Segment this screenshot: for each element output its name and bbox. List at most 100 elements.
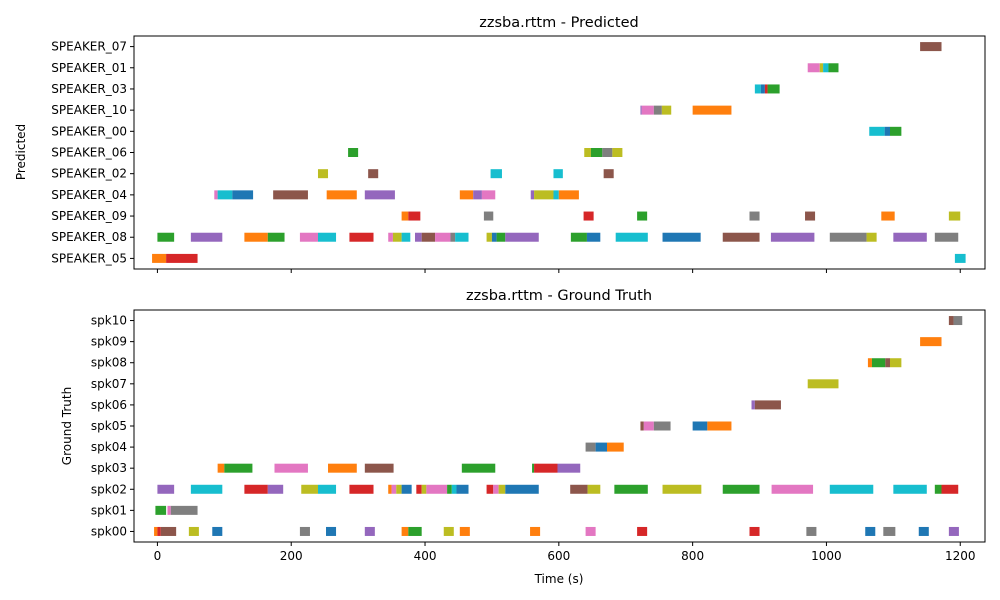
speaker-segment: [244, 232, 268, 242]
speaker-segment: [349, 484, 374, 494]
y-tick-label: SPEAKER_01: [51, 61, 127, 75]
speaker-segment: [490, 169, 502, 179]
speaker-segment: [570, 484, 588, 494]
x-tick-label: 1000: [811, 549, 842, 563]
ground-truth-title: zzsba.rttm - Ground Truth: [466, 288, 652, 304]
speaker-segment: [217, 463, 225, 473]
speaker-segment: [954, 253, 966, 263]
speaker-segment: [326, 526, 337, 536]
speaker-segment: [918, 526, 929, 536]
y-tick-label: spk04: [91, 440, 127, 454]
speaker-segment: [707, 421, 732, 431]
speaker-segment: [459, 190, 474, 200]
speaker-segment: [953, 316, 963, 326]
y-tick-label: SPEAKER_08: [51, 230, 127, 244]
y-tick-label: SPEAKER_10: [51, 103, 127, 117]
speaker-segment: [637, 211, 648, 221]
speaker-segment: [157, 526, 161, 536]
speaker-segment: [170, 505, 198, 515]
ground-truth-x-ticks: 0 200 400 600 800 1000 1200: [154, 542, 976, 563]
y-tick-label: spk09: [91, 335, 127, 349]
speaker-segment: [461, 463, 496, 473]
speaker-segment: [299, 526, 310, 536]
predicted-plot-frame: [133, 35, 986, 270]
speaker-segment: [805, 211, 816, 221]
speaker-segment: [751, 400, 755, 410]
speaker-segment: [754, 400, 781, 410]
y-tick-label: SPEAKER_05: [51, 251, 127, 265]
x-tick-label: 1200: [945, 549, 976, 563]
speaker-segment: [637, 526, 648, 536]
speaker-segment: [819, 63, 824, 73]
speaker-segment: [426, 484, 448, 494]
speaker-segment: [392, 232, 402, 242]
speaker-segment: [614, 484, 648, 494]
speaker-segment: [401, 211, 409, 221]
speaker-segment: [603, 169, 614, 179]
speaker-segment: [640, 105, 642, 115]
speaker-segment: [764, 84, 768, 94]
predicted-segments: [152, 42, 966, 263]
ground-truth-panel: zzsba.rttm - Ground Truth Ground Truth T…: [60, 288, 986, 586]
speaker-segment: [224, 463, 253, 473]
speaker-segment: [317, 484, 337, 494]
speaker-segment: [190, 232, 223, 242]
speaker-segment: [553, 169, 563, 179]
speaker-segment: [807, 379, 839, 389]
y-tick-label: SPEAKER_09: [51, 209, 127, 223]
predicted-row-labels: SPEAKER_07 SPEAKER_01 SPEAKER_03 SPEAKER_10…: [51, 40, 134, 265]
speaker-segment: [530, 190, 535, 200]
speaker-segment: [889, 358, 902, 368]
speaker-segment: [401, 232, 411, 242]
speaker-segment: [828, 63, 839, 73]
speaker-segment: [317, 169, 329, 179]
speaker-segment: [612, 148, 623, 157]
speaker-segment: [388, 484, 392, 494]
y-tick-label: spk03: [91, 461, 127, 475]
speaker-segment: [585, 442, 596, 452]
ground-truth-segments: [154, 316, 963, 536]
speaker-segment: [447, 484, 452, 494]
speaker-segment: [869, 126, 885, 136]
speaker-segment: [595, 442, 608, 452]
speaker-segment: [483, 211, 494, 221]
speaker-segment: [491, 232, 497, 242]
speaker-segment: [267, 484, 284, 494]
speaker-segment: [166, 253, 198, 263]
speaker-segment: [553, 190, 559, 200]
speaker-segment: [232, 190, 254, 200]
speaker-segment: [584, 148, 591, 157]
speaker-segment: [530, 526, 541, 536]
predicted-x-ticks: [156, 269, 961, 273]
y-tick-label: SPEAKER_02: [51, 167, 127, 181]
speaker-segment: [414, 232, 422, 242]
speaker-segment: [505, 232, 539, 242]
speaker-segment: [349, 232, 374, 242]
speaker-segment: [640, 421, 644, 431]
speaker-segment: [408, 211, 421, 221]
speaker-segment: [829, 232, 867, 242]
ground-truth-plot-frame: [133, 309, 986, 543]
speaker-segment: [473, 190, 482, 200]
speaker-segment: [583, 211, 594, 221]
speaker-segment: [871, 358, 886, 368]
speaker-segment: [770, 232, 815, 242]
speaker-segment: [661, 105, 672, 115]
speaker-segment: [317, 232, 337, 242]
speaker-segment: [496, 232, 506, 242]
speaker-segment: [214, 190, 218, 200]
speaker-segment: [155, 505, 167, 515]
speaker-segment: [662, 484, 702, 494]
speaker-segment: [152, 253, 167, 263]
speaker-segment: [486, 484, 494, 494]
speaker-segment: [934, 232, 959, 242]
speaker-segment: [212, 526, 223, 536]
speaker-segment: [570, 232, 587, 242]
speaker-segment: [388, 232, 393, 242]
speaker-segment: [326, 190, 357, 200]
predicted-ylabel: Predicted: [14, 124, 28, 180]
x-tick-label: 0: [154, 549, 162, 563]
speaker-segment: [459, 526, 470, 536]
speaker-segment: [188, 526, 199, 536]
speaker-segment: [364, 463, 394, 473]
